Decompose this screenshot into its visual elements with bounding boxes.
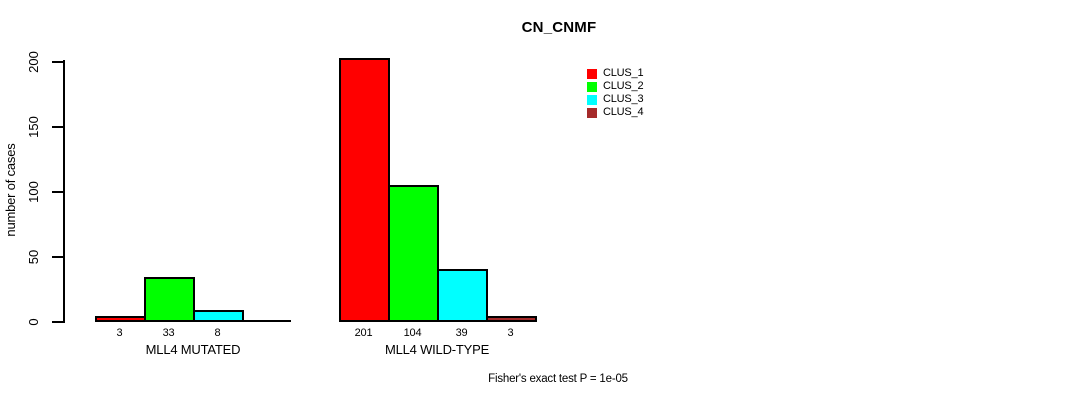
y-axis-line <box>63 60 65 323</box>
bar-value-label: 33 <box>162 327 175 339</box>
bar-clus_2 <box>388 185 439 322</box>
group-label: MLL4 MUTATED <box>145 342 241 357</box>
legend-label: CLUS_3 <box>603 93 644 105</box>
fisher-test-annotation: Fisher's exact test P = 1e-05 <box>488 373 628 385</box>
legend-swatch <box>587 68 597 79</box>
bar-value-label: 104 <box>403 327 422 339</box>
y-axis-label: number of cases <box>3 143 18 237</box>
y-tick-label: 150 <box>26 115 41 138</box>
legend-label: CLUS_4 <box>603 106 644 118</box>
y-tick-label: 100 <box>26 180 41 203</box>
legend: CLUS_1 CLUS_2 CLUS_3 CLUS_4 <box>587 67 644 119</box>
y-tick <box>52 125 63 128</box>
bar-value-label: 8 <box>214 327 221 339</box>
bar-clus_4 <box>486 316 537 322</box>
legend-swatch <box>587 107 597 118</box>
legend-swatch <box>587 81 597 92</box>
group-label: MLL4 WILD-TYPE <box>384 342 490 357</box>
bar-value-label: 3 <box>507 327 514 339</box>
bar-clus_2 <box>144 277 195 322</box>
legend-item: CLUS_3 <box>587 93 644 106</box>
y-tick <box>52 321 63 323</box>
chart-title: CN_CNMF <box>521 19 597 36</box>
y-tick-label: 50 <box>26 249 41 265</box>
y-tick <box>52 190 63 193</box>
bar-value-label: 3 <box>116 327 123 339</box>
legend-label: CLUS_2 <box>603 80 644 92</box>
bar-clus_1 <box>339 58 390 322</box>
y-tick-label: 200 <box>26 50 41 73</box>
bar-value-label: 39 <box>455 327 468 339</box>
bar-clus_1 <box>95 316 146 322</box>
legend-item: CLUS_4 <box>587 106 644 119</box>
legend-item: CLUS_2 <box>587 80 644 93</box>
y-tick-label: 0 <box>26 318 41 326</box>
legend-swatch <box>587 94 597 105</box>
y-tick <box>52 60 63 63</box>
y-tick <box>52 255 63 258</box>
legend-label: CLUS_1 <box>603 67 644 79</box>
legend-item: CLUS_1 <box>587 67 644 80</box>
bar-value-label: 201 <box>354 327 373 339</box>
bar-clus_3 <box>193 310 244 322</box>
bar-clus_3 <box>437 269 488 322</box>
